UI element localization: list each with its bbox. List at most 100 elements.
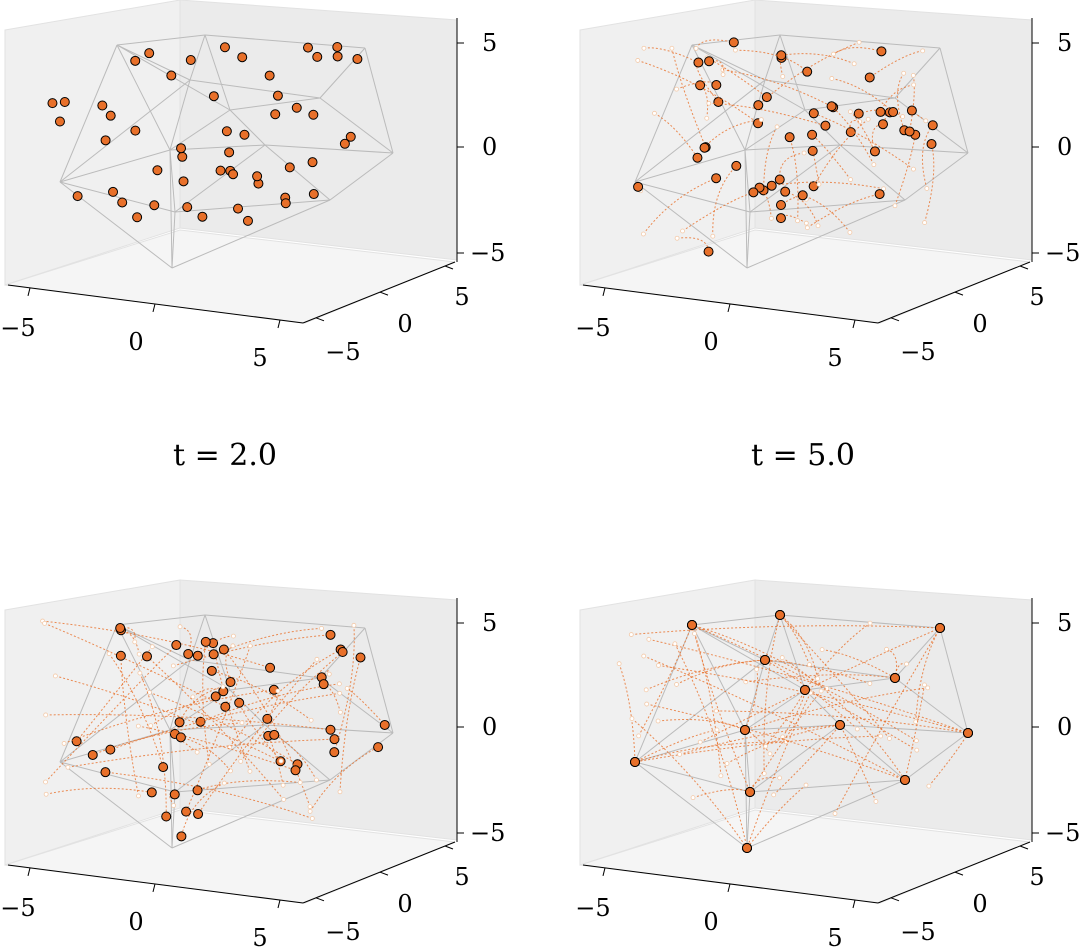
network-edge	[204, 614, 366, 629]
network-edge	[169, 729, 173, 849]
trail-start	[641, 653, 647, 659]
node-trail	[618, 663, 636, 763]
node-point	[105, 744, 116, 755]
node-trail	[63, 689, 275, 744]
node-point	[265, 662, 276, 673]
trail-start	[777, 775, 783, 781]
trail-start	[831, 51, 836, 57]
z-tick-label: −5	[470, 239, 505, 267]
trail-start	[177, 624, 183, 630]
trail-start	[669, 45, 675, 51]
trail-start	[275, 688, 281, 694]
trail-start	[680, 228, 685, 234]
trail-start	[190, 694, 196, 700]
node-trail	[238, 702, 282, 762]
node-trail	[904, 684, 925, 781]
x-tick-label: 0	[128, 328, 143, 356]
network-edge	[746, 211, 751, 269]
node-trail	[139, 672, 167, 817]
node-trail	[46, 787, 152, 795]
network-edge	[839, 724, 906, 781]
trail-start	[851, 61, 857, 67]
node-trail	[192, 688, 224, 698]
y-tick-mark	[444, 845, 454, 850]
node-point	[208, 91, 219, 102]
node-point	[130, 125, 141, 136]
node-point	[312, 51, 323, 62]
node-point	[132, 212, 143, 223]
trail-start	[720, 72, 726, 77]
network-edge	[229, 689, 266, 726]
trail-start	[732, 47, 738, 53]
node-trail	[339, 657, 361, 792]
trail-start	[307, 804, 313, 810]
network-edge	[116, 44, 171, 151]
node-point	[308, 109, 319, 120]
node-point	[210, 691, 221, 702]
y-tick-label: 5	[454, 283, 469, 311]
node-point	[926, 139, 937, 150]
x-tick-label: 0	[128, 908, 143, 936]
x-tick-mark	[727, 883, 731, 893]
network-edge	[229, 97, 321, 111]
node-point	[100, 767, 111, 778]
node-point	[158, 762, 169, 773]
node-point	[379, 719, 390, 730]
node-point	[692, 152, 703, 163]
network-edge	[839, 144, 906, 201]
node-point	[146, 787, 157, 798]
panel-bottom-right: −5 05 −505−505	[575, 579, 1080, 951]
title-bottom-left: t = 2.0	[173, 438, 277, 473]
trail-start	[856, 39, 862, 45]
node-point	[875, 106, 886, 117]
node-point	[890, 673, 900, 683]
y-tick-label: 0	[972, 310, 987, 338]
node-point	[308, 189, 319, 200]
panel-top-right: −5 05 −505−505	[575, 0, 1080, 372]
node-point	[731, 160, 742, 171]
node-point	[853, 108, 864, 119]
y-tick-mark	[890, 317, 900, 322]
network-edge	[691, 624, 746, 731]
x-tick-label: 0	[703, 328, 718, 356]
x-tick-mark	[152, 303, 156, 313]
network-edge	[171, 779, 331, 849]
node-trail	[173, 634, 331, 667]
node-point	[192, 650, 203, 661]
node-point	[935, 623, 945, 633]
node-trail	[631, 718, 748, 849]
trail-start	[803, 782, 809, 788]
y-tick-mark	[890, 897, 900, 902]
node-point	[97, 100, 108, 111]
node-point	[171, 640, 182, 651]
node-point	[775, 213, 786, 224]
network-edge	[189, 79, 321, 99]
node-point	[197, 211, 208, 222]
network-edge	[169, 659, 191, 731]
node-trail	[699, 627, 941, 743]
node-point	[108, 186, 119, 197]
y-tick-label: −5	[325, 338, 360, 366]
node-trail	[695, 39, 734, 49]
z-tick-label: 0	[482, 133, 497, 161]
network-edge	[189, 659, 321, 679]
trail-start	[878, 733, 884, 739]
x-tick-mark	[277, 899, 281, 909]
node-trail	[180, 782, 225, 837]
trail-start	[690, 795, 696, 801]
trail-start	[147, 690, 152, 695]
node-trail	[779, 614, 819, 679]
node-point	[152, 165, 163, 176]
network-edge	[779, 614, 941, 629]
trail-start	[720, 67, 726, 73]
x-tick-mark	[602, 287, 606, 296]
node-trail	[637, 59, 759, 124]
network-edge	[764, 79, 896, 99]
node-point	[161, 811, 172, 822]
y-tick-mark	[379, 291, 389, 296]
side-pane	[179, 579, 458, 841]
node-trail	[658, 664, 969, 734]
node-point	[339, 138, 350, 149]
node-point	[784, 132, 795, 143]
